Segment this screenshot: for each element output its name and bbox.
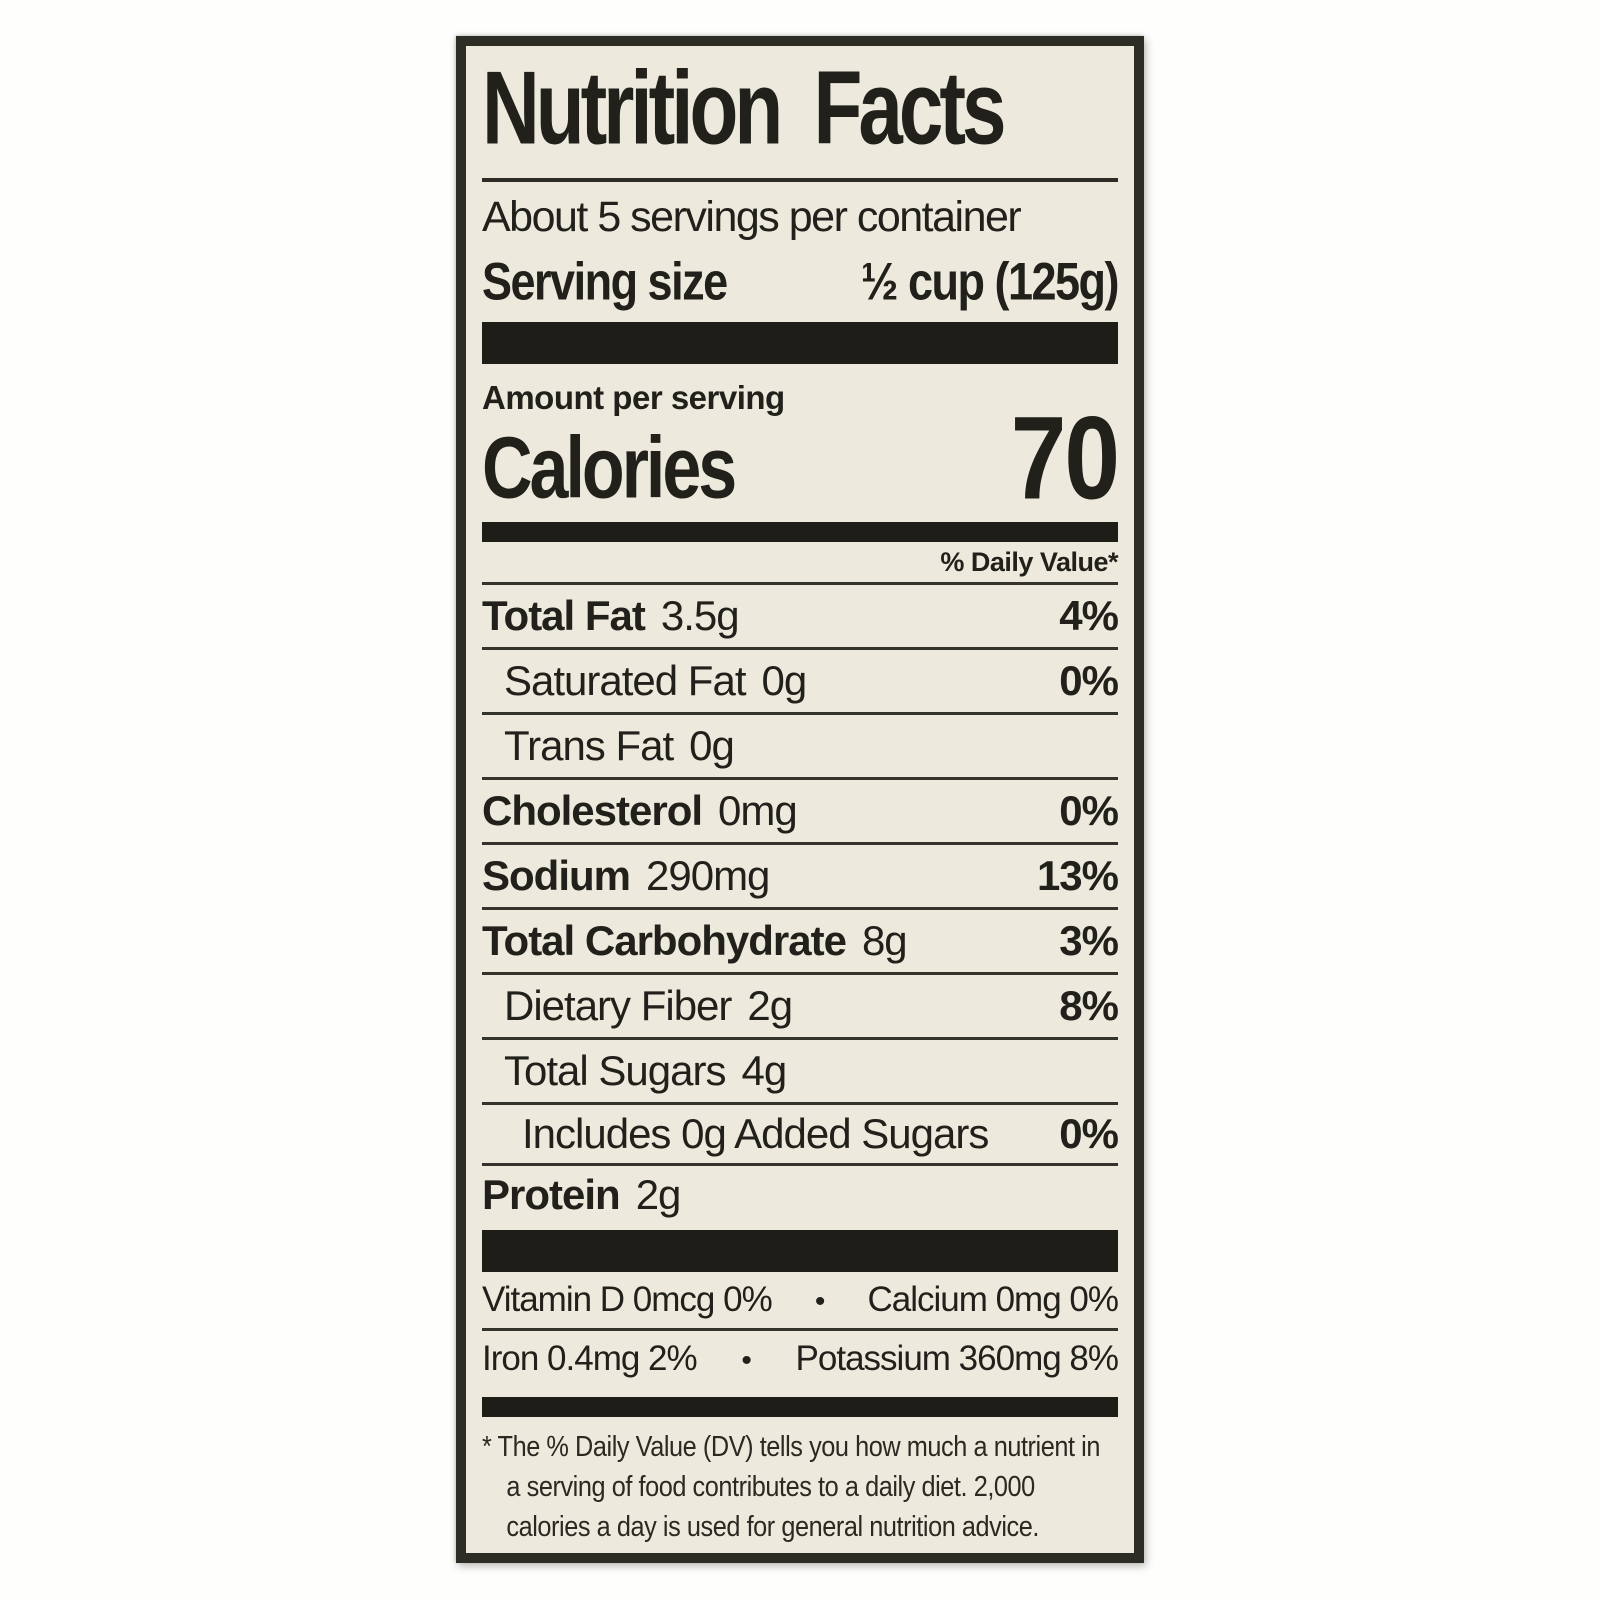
daily-value-footnote: * The % Daily Value (DV) tells you how m…	[482, 1427, 1117, 1547]
nutrient-row-cholesterol: Cholesterol 0mg 0%	[482, 780, 1119, 845]
nutrient-row-added-sugars: Includes 0g Added Sugars 0%	[482, 1105, 1119, 1166]
nutrient-name: Total Fat	[482, 592, 646, 639]
nutrient-daily-value: 3%	[1059, 917, 1119, 964]
nutrient-amount: 0g	[689, 722, 735, 769]
nutrient-row-total-fat: Total Fat 3.5g 4%	[482, 585, 1119, 650]
nutrient-amount: 0mg	[718, 787, 798, 834]
nutrition-facts-label: Nutrition Facts About 5 servings per con…	[456, 36, 1144, 1563]
nutrient-amount: 3.5g	[660, 592, 740, 639]
serving-size-value: ½ cup (125g)	[860, 251, 1120, 312]
nutrient-amount: 2g	[635, 1171, 682, 1218]
nutrient-name: Total Carbohydrate	[482, 917, 847, 964]
nutrient-row-protein: Protein 2g	[482, 1166, 1118, 1224]
label-title-text: Nutrition Facts	[482, 49, 1006, 166]
section-divider-bar	[482, 322, 1118, 364]
nutrient-name: Protein	[482, 1171, 621, 1218]
nutrient-daily-value: 0%	[1059, 657, 1119, 704]
nutrient-amount: 4g	[741, 1047, 787, 1094]
nutrient-amount: 290mg	[646, 852, 770, 899]
nutrient-name: Saturated Fat	[504, 657, 746, 704]
footnote-text: The % Daily Value (DV) tells you how muc…	[497, 1431, 1101, 1543]
serving-size-label: Serving size	[482, 251, 728, 312]
label-title: Nutrition Facts	[482, 54, 1118, 178]
nutrient-table: Total Fat 3.5g 4% Saturated Fat 0g 0% Tr…	[482, 582, 1119, 1224]
nutrient-name: Cholesterol	[482, 787, 703, 834]
amount-per-serving-label: Amount per serving	[482, 379, 785, 416]
micronutrient-table: Vitamin D 0mcg 0% • Calcium 0mg 0% Iron …	[482, 1272, 1119, 1387]
micronutrient-left: Iron 0.4mg 2%	[482, 1339, 698, 1378]
footnote-asterisk: *	[482, 1431, 492, 1463]
micronutrient-right: Potassium 360mg 8%	[795, 1339, 1119, 1378]
daily-value-header: % Daily Value*	[940, 547, 1118, 577]
nutrient-row-saturated-fat: Saturated Fat 0g 0%	[482, 650, 1119, 715]
nutrient-name: Trans Fat	[504, 722, 674, 769]
bullet-separator: •	[814, 1285, 826, 1318]
micronutrient-left: Vitamin D 0mcg 0%	[482, 1280, 773, 1319]
servings-per-container: About 5 servings per container	[482, 193, 1022, 241]
nutrient-daily-value: 0%	[1059, 787, 1119, 834]
nutrient-name: Dietary Fiber	[504, 982, 732, 1029]
nutrient-row-total-sugars: Total Sugars 4g	[482, 1040, 1118, 1105]
nutrient-row-sodium: Sodium 290mg 13%	[482, 845, 1119, 910]
nutrient-amount: 0g	[761, 657, 807, 704]
micronutrient-row-iron-potassium: Iron 0.4mg 2% • Potassium 360mg 8%	[482, 1328, 1119, 1387]
micronutrient-right: Calcium 0mg 0%	[867, 1280, 1119, 1319]
nutrient-amount: 2g	[747, 982, 793, 1029]
footnote-container: * The % Daily Value (DV) tells you how m…	[482, 1427, 1117, 1547]
section-divider-bar	[482, 1230, 1118, 1272]
nutrient-amount: 8g	[861, 917, 908, 964]
nutrient-row-trans-fat: Trans Fat 0g	[482, 715, 1118, 780]
nutrient-daily-value: 4%	[1059, 592, 1119, 639]
section-divider-bar	[482, 1397, 1118, 1417]
micronutrient-row-vitamin-d-calcium: Vitamin D 0mcg 0% • Calcium 0mg 0%	[482, 1272, 1119, 1328]
section-divider-bar	[482, 522, 1118, 542]
nutrient-daily-value: 8%	[1059, 982, 1119, 1029]
nutrient-name: Sodium	[482, 852, 631, 899]
calories-row: Calories 70	[482, 399, 1120, 517]
nutrient-name: Total Sugars	[504, 1047, 726, 1094]
calories-label: Calories	[482, 418, 737, 517]
nutrient-name: Includes 0g Added Sugars	[522, 1110, 989, 1157]
nutrient-row-total-carbohydrate: Total Carbohydrate 8g 3%	[482, 910, 1119, 975]
nutrient-daily-value: 13%	[1036, 852, 1119, 899]
title-divider	[482, 178, 1118, 182]
calories-value: 70	[1010, 392, 1120, 525]
nutrient-daily-value: 0%	[1059, 1110, 1119, 1157]
nutrient-row-dietary-fiber: Dietary Fiber 2g 8%	[482, 975, 1119, 1040]
serving-size-row: Serving size ½ cup (125g)	[482, 246, 1120, 312]
bullet-separator: •	[741, 1344, 752, 1377]
